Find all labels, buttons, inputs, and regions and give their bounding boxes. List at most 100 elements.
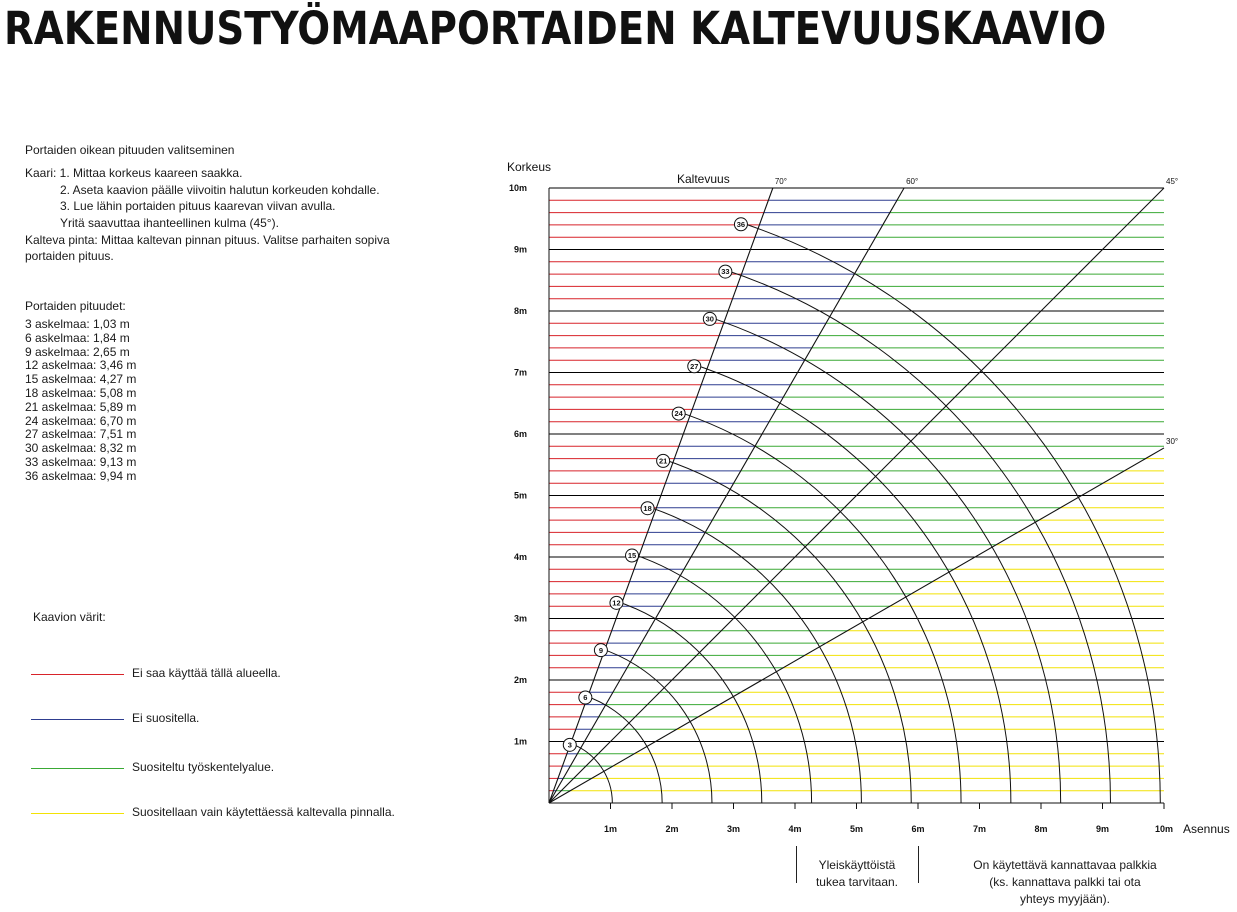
x-tick-label: 1m <box>604 824 617 834</box>
angle-ray <box>548 187 905 804</box>
step-badge-label: 12 <box>612 598 620 607</box>
angle-label: 45° <box>1166 177 1178 186</box>
length-item: 24 askelmaa: 6,70 m <box>25 413 137 428</box>
step-arc <box>646 505 862 804</box>
step-arc <box>693 363 1012 804</box>
step-badge <box>640 501 655 516</box>
step-badge-label: 24 <box>675 409 684 418</box>
y-tick-label: 4m <box>514 552 527 562</box>
step-badge-label: 9 <box>599 646 603 655</box>
step-badge <box>702 311 717 326</box>
legend-label: Ei suositella. <box>132 711 200 725</box>
length-item: 15 askelmaa: 4,27 m <box>25 372 137 387</box>
x-axis-title: Asennus <box>1183 822 1230 836</box>
angle-ray <box>548 447 1165 804</box>
length-item: 30 askelmaa: 8,32 m <box>25 441 137 456</box>
length-item: 27 askelmaa: 7,51 m <box>25 427 137 442</box>
lengths-list: 3 askelmaa: 1,03 m 6 askelmaa: 1,84 m 9 … <box>25 317 137 484</box>
y-tick-label: 9m <box>514 245 527 255</box>
instruction-line: portaiden pituus. <box>25 249 114 264</box>
instructions-heading: Portaiden oikean pituuden valitseminen <box>25 143 235 157</box>
step-badge <box>625 548 640 563</box>
length-item: 3 askelmaa: 1,03 m <box>25 317 130 331</box>
legend-label: Suositeltu työskentelyalue. <box>132 760 275 774</box>
legend-heading: Kaavion värit: <box>33 610 106 624</box>
step-arc <box>568 742 613 804</box>
y-axis-title: Korkeus <box>507 160 551 174</box>
step-badge-label: 15 <box>628 551 636 560</box>
angle-label: 60° <box>906 177 918 186</box>
step-arc <box>708 316 1062 804</box>
y-tick-label: 10m <box>509 183 527 193</box>
instruction-line: 2. Aseta kaavion päälle viivoitin halutu… <box>60 182 380 197</box>
y-tick-label: 7m <box>514 368 527 378</box>
length-item: 18 askelmaa: 5,08 m <box>25 385 137 400</box>
angle-axis-title: Kaltevuus <box>677 172 730 186</box>
step-badge <box>593 643 608 658</box>
legend-swatch <box>31 674 124 675</box>
angle-label: 30° <box>1166 437 1178 446</box>
angle-ray <box>548 187 1165 804</box>
step-arc <box>724 269 1111 804</box>
support-note: Yleiskäyttöistä tukea tarvitaan. <box>815 858 899 889</box>
x-tick-label: 7m <box>973 824 986 834</box>
step-badge-label: 18 <box>643 504 651 513</box>
instruction-line: Kalteva pinta: Mittaa kaltevan pinnan pi… <box>25 232 390 247</box>
step-badge <box>562 737 577 752</box>
step-arc <box>677 411 962 804</box>
length-item: 6 askelmaa: 1,84 m <box>25 330 130 345</box>
legend-label: Ei saa käyttää tällä alueella. <box>132 666 281 680</box>
step-badge <box>656 453 671 468</box>
x-tick-label: 6m <box>911 824 924 834</box>
legend-swatch <box>31 719 124 720</box>
lengths-heading: Portaiden pituudet: <box>25 299 126 313</box>
y-tick-label: 2m <box>514 675 527 685</box>
x-tick-label: 4m <box>788 824 801 834</box>
step-badge <box>687 359 702 374</box>
marker-line <box>918 846 919 883</box>
step-arc <box>739 221 1161 804</box>
length-item: 36 askelmaa: 9,94 m <box>25 468 137 483</box>
step-arc <box>615 600 763 804</box>
x-tick-label: 3m <box>727 824 740 834</box>
step-badge <box>609 595 624 610</box>
legend-swatch <box>31 813 124 814</box>
step-badge-label: 3 <box>568 740 572 749</box>
step-badge-label: 33 <box>721 267 729 276</box>
instruction-line: Yritä saavuttaa ihanteellinen kulma (45°… <box>60 216 279 231</box>
step-badge <box>671 406 686 421</box>
length-item: 21 askelmaa: 5,89 m <box>25 399 137 414</box>
angle-label: 70° <box>775 177 787 186</box>
step-badge-label: 6 <box>583 693 587 702</box>
x-tick-label: 9m <box>1096 824 1109 834</box>
step-badge-label: 36 <box>737 220 745 229</box>
step-badge <box>733 217 748 232</box>
marker-line <box>796 846 797 883</box>
length-item: 33 askelmaa: 9,13 m <box>25 454 137 469</box>
length-item: 9 askelmaa: 2,65 m <box>25 344 130 359</box>
x-tick-label: 8m <box>1034 824 1047 834</box>
y-tick-label: 6m <box>514 429 527 439</box>
step-badge-label: 30 <box>706 315 714 324</box>
step-badge-label: 27 <box>690 362 698 371</box>
length-item: 12 askelmaa: 3,46 m <box>25 358 137 373</box>
page-title: RAKENNUSTYÖMAAPORTAIDEN KALTEVUUSKAAVIO <box>4 2 1107 55</box>
y-tick-label: 8m <box>514 306 527 316</box>
y-tick-label: 1m <box>514 737 527 747</box>
step-arc <box>599 647 713 804</box>
x-tick-label: 10m <box>1155 824 1173 834</box>
step-arc <box>584 695 663 804</box>
step-arc <box>661 458 912 804</box>
instructions: Kaari: 1. Mittaa korkeus kaareen saakka.… <box>25 165 390 265</box>
step-badge <box>578 690 593 705</box>
instruction-line: Kaari: 1. Mittaa korkeus kaareen saakka. <box>25 166 243 180</box>
y-tick-label: 5m <box>514 491 527 501</box>
step-badge-label: 21 <box>659 456 667 465</box>
beam-note: On käytettävä kannattavaa palkkia (ks. k… <box>973 858 1157 906</box>
instruction-line: 3. Lue lähin portaiden pituus kaarevan v… <box>60 199 336 214</box>
step-arc <box>630 553 813 804</box>
legend-swatch <box>31 768 124 769</box>
x-tick-label: 5m <box>850 824 863 834</box>
step-badge <box>718 264 733 279</box>
